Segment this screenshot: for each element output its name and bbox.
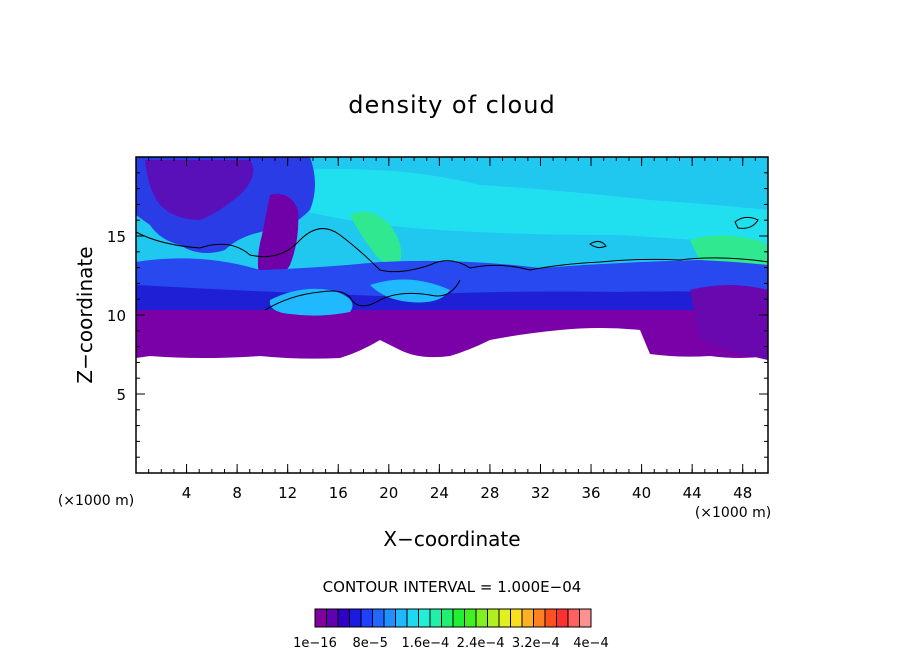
colorbar-label: 3.2e−4 [512,636,560,651]
x-tick-label: 16 [329,484,348,502]
colorbar-swatch [349,608,362,628]
x-tick-label: 8 [232,484,242,502]
field-band-bottom-purple [136,310,768,359]
colorbar [314,608,592,628]
x-tick-label: 48 [733,484,752,502]
colorbar-swatch [464,608,477,628]
colorbar-swatch [452,608,465,628]
colorbar-swatch [544,608,557,628]
colorbar-label: 4e−4 [573,636,608,651]
colorbar-swatch [556,608,569,628]
axis-ticks [136,157,768,473]
field-blob-purple-right [690,285,768,360]
colorbar-swatch [487,608,500,628]
field-blob-purple-left [145,160,254,220]
contour-lower [264,279,461,311]
x-tick-label: 44 [683,484,702,502]
colorbar-swatch [326,608,339,628]
y-unit-label: (×1000 m) [58,493,134,509]
colorbar-swatch [360,608,373,628]
colorbar-swatch [567,608,580,628]
colorbar-swatch [441,608,454,628]
contour-loop-right [734,216,759,229]
contour-interval-label: CONTOUR INTERVAL = 1.000E−04 [323,578,582,596]
y-tick-label: 10 [107,307,126,325]
chart-title: density of cloud [348,91,555,119]
x-tick-label: 20 [379,484,398,502]
x-unit-label: (×1000 m) [695,505,771,521]
colorbar-swatch [429,608,442,628]
y-tick-label: 15 [107,228,126,246]
colorbar-label: 1e−16 [293,636,337,651]
density-field [136,157,768,360]
colorbar-label: 8e−5 [352,636,387,651]
x-tick-label: 28 [480,484,499,502]
y-tick-label: 5 [116,386,126,404]
x-axis-label: X−coordinate [383,527,520,551]
field-band-lower-blue [136,258,768,300]
y-axis-label: Z−coordinate [73,246,97,383]
x-tick-label: 4 [182,484,192,502]
contour-upper [136,228,768,273]
colorbar-swatch [475,608,488,628]
x-tick-label: 12 [278,484,297,502]
contour-lines [136,216,768,311]
colorbar-swatch [498,608,511,628]
colorbar-swatch [418,608,431,628]
field-blob-green [350,211,402,265]
colorbar-labels: 1e−16 8e−5 1.6e−4 2.4e−4 3.2e−4 4e−4 [293,636,609,651]
colorbar-swatch [579,608,592,628]
colorbar-label: 1.6e−4 [401,636,449,651]
field-lobe-cyan [269,288,353,316]
colorbar-swatch [395,608,408,628]
colorbar-swatch [337,608,350,628]
colorbar-swatch [510,608,523,628]
colorbar-swatch [406,608,419,628]
colorbar-swatch [383,608,396,628]
colorbar-swatch [372,608,385,628]
colorbar-label: 2.4e−4 [457,636,505,651]
field-blob-purple-column [257,194,299,283]
x-tick-label: 36 [581,484,600,502]
x-tick-label: 24 [430,484,449,502]
field-lobe-cyan-center [370,279,450,303]
colorbar-swatch [521,608,534,628]
x-tick-label: 40 [632,484,651,502]
colorbar-swatch [533,608,546,628]
colorbar-swatch [314,608,327,628]
contour-loop-center [589,240,607,249]
x-tick-label: 32 [531,484,550,502]
field-blob-pale-cyan [300,169,768,245]
